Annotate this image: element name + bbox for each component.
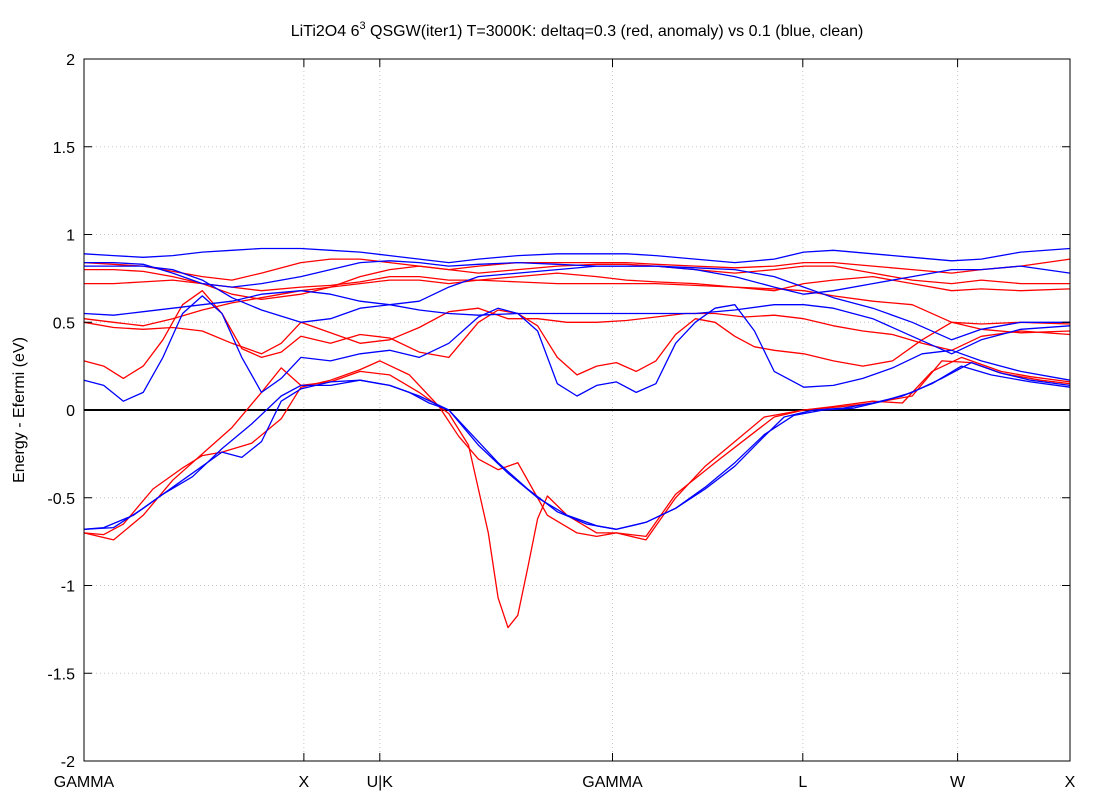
x-tick-layer: GAMMA X U|K GAMMA L W X (54, 59, 1076, 791)
band-series-layer (83, 247, 1071, 629)
y-tick-label: 2 (66, 52, 75, 69)
band-line-red-3 (83, 307, 1071, 355)
y-tick-label: 1 (66, 228, 75, 245)
band-line-blue-11 (83, 290, 1071, 355)
x-tick-label: X (299, 774, 310, 791)
x-tick-label: X (1065, 774, 1076, 791)
band-line-blue-10 (83, 295, 1071, 402)
band-line-blue-12 (84, 265, 1071, 323)
band-line-blue-9 (83, 361, 1071, 530)
band-line-blue-14 (84, 260, 1070, 341)
y-tick-label: -0.5 (47, 491, 75, 508)
x-tick-label: W (950, 774, 966, 791)
band-line-red-4 (83, 279, 1071, 327)
band-line-red-5 (84, 272, 1071, 292)
y-tick-label: -2 (61, 754, 75, 771)
x-tick-label: L (798, 774, 807, 791)
y-tick-layer: -2 -1.5 -1 -0.5 0 0.5 1 1.5 2 (47, 52, 1070, 771)
y-tick-label: -1.5 (47, 666, 75, 683)
y-tick-label: -1 (61, 579, 75, 596)
chart-title: LiTi2O4 63 QSGW(iter1) T=3000K: deltaq=0… (291, 20, 864, 40)
x-tick-label: U|K (367, 774, 394, 791)
chart-title-rest: QSGW(iter1) T=3000K: deltaq=0.3 (red, an… (366, 23, 864, 40)
y-tick-label: 1.5 (53, 140, 75, 157)
chart-title-main: LiTi2O4 6 (291, 23, 360, 40)
y-tick-label: 0 (66, 403, 75, 420)
band-line-red-6 (84, 263, 1070, 301)
band-line-red-7 (83, 258, 1071, 281)
chart-title-superscript: 3 (359, 20, 365, 32)
y-tick-label: 0.5 (53, 315, 75, 332)
band-line-red-1 (83, 360, 1071, 629)
y-axis-label: Energy - Efermi (eV) (11, 337, 28, 483)
band-line-blue-13 (83, 247, 1071, 264)
x-tick-label: GAMMA (54, 774, 115, 791)
x-tick-label: GAMMA (582, 774, 643, 791)
band-line-blue-8 (83, 365, 1071, 530)
